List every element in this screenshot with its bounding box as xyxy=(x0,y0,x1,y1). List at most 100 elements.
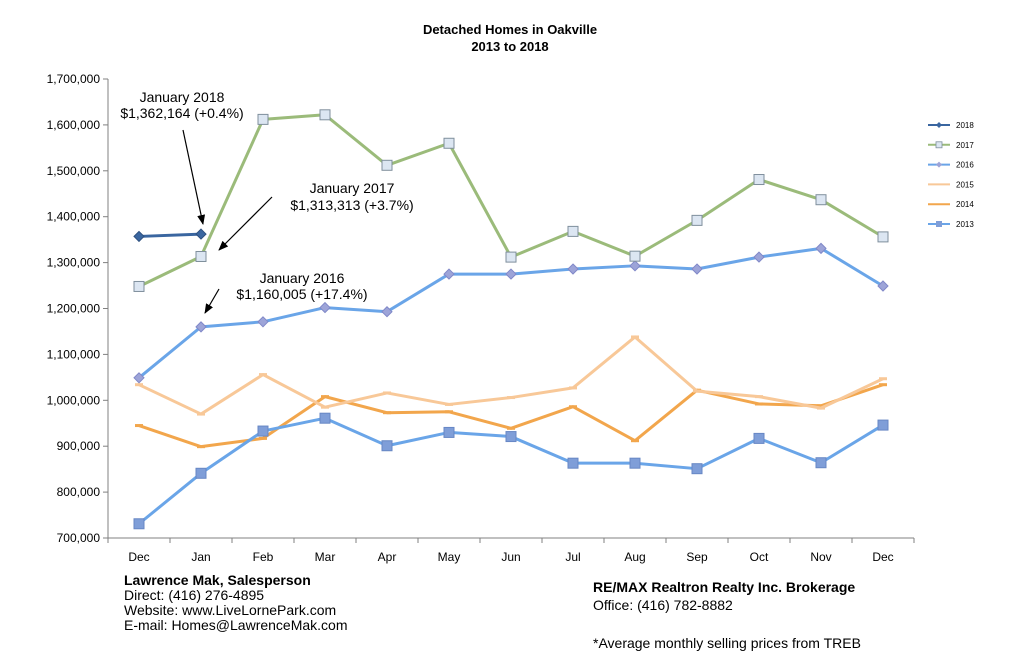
legend-marker xyxy=(935,141,943,149)
x-tick-label: Sep xyxy=(686,550,708,564)
agent-website: Website: www.LiveLornePark.com xyxy=(124,602,337,618)
data-point-2013 xyxy=(133,518,145,530)
x-tick-label: Mar xyxy=(315,550,336,564)
agent-phone: Direct: (416) 276-4895 xyxy=(124,587,265,603)
data-point-2017 xyxy=(319,109,331,121)
chart-title: Detached Homes in Oakville xyxy=(423,22,597,37)
data-point-2017 xyxy=(691,214,703,226)
data-point-2015 xyxy=(383,391,391,395)
y-tick-label: 800,000 xyxy=(57,485,101,499)
data-point-2013 xyxy=(567,457,579,469)
x-tick-label: Dec xyxy=(128,550,149,564)
data-point-2017 xyxy=(815,194,827,206)
data-point-2015 xyxy=(321,405,329,409)
y-tick-label: 700,000 xyxy=(57,531,101,545)
legend-marker xyxy=(936,122,942,128)
x-tick-label: May xyxy=(438,550,461,564)
annotation-arrow xyxy=(204,288,220,314)
x-tick-label: Feb xyxy=(253,550,274,564)
data-point-2017 xyxy=(133,280,145,292)
legend-marker xyxy=(936,221,942,227)
y-tick-label: 1,700,000 xyxy=(47,72,101,86)
series-2018 xyxy=(133,228,207,243)
data-point-2017 xyxy=(505,251,517,263)
series-2018-line xyxy=(138,232,202,238)
legend-marker xyxy=(936,161,942,168)
data-point-2016 xyxy=(567,263,579,275)
brokerage-block: RE/MAX Realtron Realty Inc. Brokerage Of… xyxy=(593,580,855,613)
data-point-2016 xyxy=(753,251,765,263)
annotation-2: January 2016$1,160,005 (+17.4%) xyxy=(204,270,368,314)
data-point-2013 xyxy=(691,463,703,475)
data-point-2017 xyxy=(629,250,641,262)
series-2017 xyxy=(133,109,889,292)
data-point-2014 xyxy=(197,445,205,449)
series-2014 xyxy=(135,383,887,449)
annotation-value: $1,362,164 (+0.4%) xyxy=(120,105,243,121)
x-tick-label: Aug xyxy=(624,550,645,564)
data-point-2016 xyxy=(505,268,517,280)
y-tick-label: 1,300,000 xyxy=(47,256,101,270)
annotation-1: January 2017$1,313,313 (+3.7%) xyxy=(218,180,414,251)
data-point-2013 xyxy=(195,467,207,479)
data-point-2016 xyxy=(877,280,889,292)
data-point-2017 xyxy=(443,137,455,149)
data-point-2013 xyxy=(877,419,889,431)
data-point-2016 xyxy=(443,268,455,280)
data-point-2015 xyxy=(817,406,825,410)
data-point-2015 xyxy=(259,373,267,377)
data-point-2014 xyxy=(755,402,763,406)
data-point-2016 xyxy=(133,372,145,384)
legend-label: 2016 xyxy=(956,161,974,170)
data-point-2014 xyxy=(383,411,391,415)
x-tick-label: Nov xyxy=(810,550,831,564)
data-point-2015 xyxy=(507,396,515,400)
data-point-2013 xyxy=(629,457,641,469)
data-point-2016 xyxy=(815,242,827,255)
y-tick-label: 1,200,000 xyxy=(47,302,101,316)
data-point-2015 xyxy=(631,335,639,339)
data-point-2013 xyxy=(815,457,827,469)
legend-item-2016: 2016 xyxy=(928,161,974,170)
data-point-2014 xyxy=(507,426,515,430)
data-point-2016 xyxy=(629,260,641,272)
data-point-2018 xyxy=(195,228,207,240)
source-note: *Average monthly selling prices from TRE… xyxy=(593,635,861,651)
data-point-2016 xyxy=(195,321,207,333)
x-tick-label: Oct xyxy=(750,550,769,564)
y-tick-label: 900,000 xyxy=(57,439,101,453)
annotation-title: January 2017 xyxy=(310,180,395,196)
data-point-2017 xyxy=(567,225,579,237)
data-point-2017 xyxy=(257,113,269,125)
x-tick-label: Jun xyxy=(501,550,520,564)
y-tick-label: 1,600,000 xyxy=(47,118,101,132)
x-tick-label: Apr xyxy=(378,550,397,564)
data-point-2015 xyxy=(693,389,701,393)
data-point-2013 xyxy=(505,431,517,443)
data-point-2014 xyxy=(631,439,639,443)
data-point-2015 xyxy=(879,377,887,381)
y-tick-label: 1,400,000 xyxy=(47,210,101,224)
y-tick-label: 1,000,000 xyxy=(47,393,101,407)
annotation-0: January 2018$1,362,164 (+0.4%) xyxy=(120,89,244,225)
legend-label: 2013 xyxy=(956,220,974,229)
agent-email: E-mail: Homes@LawrenceMak.com xyxy=(124,617,348,633)
office-phone: Office: (416) 782-8882 xyxy=(593,597,733,613)
data-point-2015 xyxy=(569,386,577,390)
annotation-arrow xyxy=(182,129,206,225)
legend-item-2013: 2013 xyxy=(928,220,974,229)
legend-label: 2014 xyxy=(956,200,974,209)
annotation-layer: January 2018$1,362,164 (+0.4%)January 20… xyxy=(120,89,414,314)
legend-label: 2017 xyxy=(956,141,974,150)
annotation-title: January 2018 xyxy=(140,89,225,105)
data-point-2015 xyxy=(445,402,453,406)
data-point-2013 xyxy=(753,432,765,444)
annotation-title: January 2016 xyxy=(260,270,345,286)
legend-label: 2018 xyxy=(956,121,974,130)
legend: 2018 2017 2016 2015 2014 2013 xyxy=(928,121,974,229)
series-2016-line xyxy=(138,246,884,379)
series-2013 xyxy=(133,412,889,530)
data-point-2017 xyxy=(877,231,889,243)
legend-item-2015: 2015 xyxy=(928,180,974,189)
